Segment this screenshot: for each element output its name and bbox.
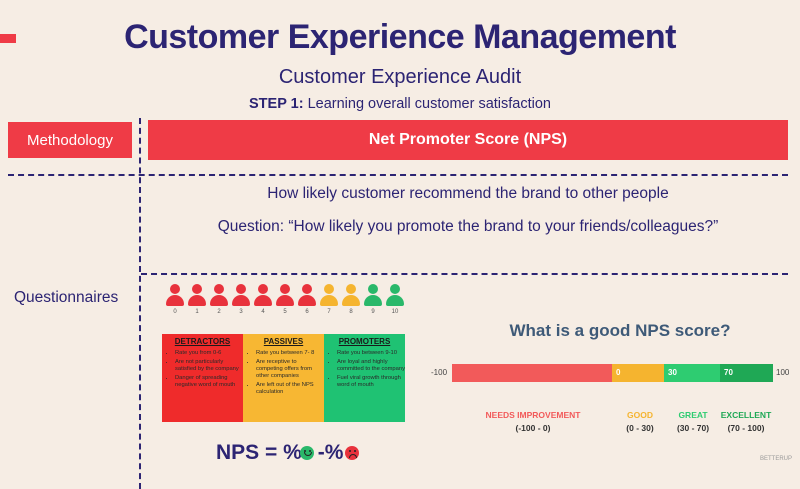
category-bullets: Rate you between 7- 8 Are receptive to co… xyxy=(243,350,324,396)
scale-segment: 70 xyxy=(720,364,773,382)
scale-segment: 0 xyxy=(612,364,664,382)
person-icon xyxy=(341,284,361,308)
category-bullet: Are receptive to competing offers from o… xyxy=(256,359,324,380)
sad-face-icon xyxy=(345,446,359,460)
score-number: 2 xyxy=(217,309,221,315)
person-icon xyxy=(275,284,295,308)
person-icon xyxy=(297,284,317,308)
formula-minus: -% xyxy=(317,441,344,464)
scale-segment-label: 0 xyxy=(616,368,621,377)
zone-range: (-100 - 0) xyxy=(515,423,551,433)
questionnaires-label: Questionnaires xyxy=(14,289,119,306)
category-bullet: Are not particularly satisfied by the co… xyxy=(175,359,243,373)
category-title: PROMOTERS xyxy=(338,337,391,346)
row-divider-top xyxy=(8,174,788,176)
step-line: STEP 1: Learning overall customer satisf… xyxy=(0,96,800,112)
person-icon xyxy=(253,284,273,308)
score-number: 6 xyxy=(305,309,309,315)
nps-formula: NPS = % -% xyxy=(216,441,343,465)
page-title: Customer Experience Management xyxy=(124,18,676,56)
scale-segment xyxy=(452,364,612,382)
person-icon xyxy=(187,284,207,308)
category-bullet: Danger of spreading negative word of mou… xyxy=(175,375,243,389)
question-text: Question: “How likely you promote the br… xyxy=(217,218,719,235)
category-box-promoters: PROMOTERS Rate you between 9-10 Are loyal … xyxy=(324,334,405,422)
step-prefix: STEP 1: xyxy=(249,96,304,112)
category-bullet: Rate you between 9-10 xyxy=(337,350,405,357)
scale-max-label: 100 xyxy=(776,368,790,377)
category-bullet: Are left out of the NPS calculation xyxy=(256,382,324,396)
person-icon xyxy=(319,284,339,308)
question-description: How likely customer recommend the brand … xyxy=(267,185,669,202)
zone-name: GREAT xyxy=(678,410,708,420)
zone-range: (30 - 70) xyxy=(676,423,710,433)
category-bullet: Fuel viral growth through word of mouth xyxy=(337,375,405,389)
score-number: 10 xyxy=(391,309,399,315)
category-bullets: Rate you between 9-10 Are loyal and highl… xyxy=(324,350,405,389)
zone-range: (0 - 30) xyxy=(626,423,654,433)
category-bullet: Rate you between 7- 8 xyxy=(256,350,324,357)
score-number: 7 xyxy=(327,309,331,315)
methodology-label: Methodology xyxy=(8,122,132,158)
category-title: PASSIVES xyxy=(263,337,304,346)
watermark: BETTERUP xyxy=(760,456,793,462)
zone-range: (70 - 100) xyxy=(727,423,765,433)
zone-name: EXCELLENT xyxy=(720,410,772,420)
score-number: 8 xyxy=(349,309,353,315)
category-bullets: Rate you from 0-6 Are not particularly sa… xyxy=(162,350,243,389)
step-text: Learning overall customer satisfaction xyxy=(303,96,551,112)
scale-segment-label: 30 xyxy=(668,368,677,377)
score-number: 5 xyxy=(283,309,287,315)
category-bullet: Rate you from 0-6 xyxy=(175,350,243,357)
person-icon xyxy=(385,284,405,308)
scale-segment: 30 xyxy=(664,364,720,382)
person-icon xyxy=(209,284,229,308)
corner-accent xyxy=(0,34,16,43)
scale-min-label: -100 xyxy=(431,368,448,377)
zone-name: NEEDS IMPROVEMENT xyxy=(485,410,581,420)
person-icon xyxy=(165,284,185,308)
nps-scale-title: What is a good NPS score? xyxy=(509,321,731,340)
person-icon xyxy=(231,284,251,308)
score-number: 9 xyxy=(371,309,375,315)
column-divider xyxy=(139,118,141,489)
score-number: 3 xyxy=(239,309,243,315)
category-title: DETRACTORS xyxy=(174,337,231,346)
methodology-value: Net Promoter Score (NPS) xyxy=(148,120,788,160)
person-icon xyxy=(363,284,383,308)
formula-prefix: NPS = % xyxy=(216,441,302,464)
page-subtitle: Customer Experience Audit xyxy=(278,66,522,88)
category-box-detractors: DETRACTORS Rate you from 0-6 Are not parti… xyxy=(162,334,243,422)
category-bullet: Are loyal and highly committed to the co… xyxy=(337,359,405,373)
scale-segment-label: 70 xyxy=(724,368,733,377)
category-box-passives: PASSIVES Rate you between 7- 8 Are recepti… xyxy=(243,334,324,422)
happy-face-icon xyxy=(300,446,314,460)
score-number: 4 xyxy=(261,309,265,315)
score-number: 0 xyxy=(173,309,177,315)
score-number: 1 xyxy=(195,309,199,315)
zone-name: GOOD xyxy=(627,410,653,420)
row-divider-middle xyxy=(141,273,788,275)
